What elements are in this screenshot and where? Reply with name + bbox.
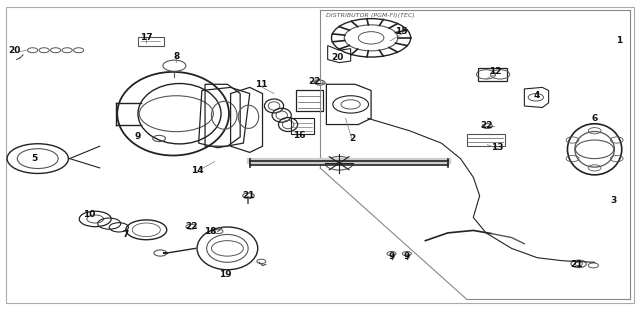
Text: 6: 6 [591,114,598,123]
Text: 20: 20 [332,53,344,63]
Text: 18: 18 [204,227,216,236]
Text: 2: 2 [349,134,355,143]
Text: 9: 9 [388,252,395,261]
Bar [478,68,507,81]
Text: 17: 17 [140,33,152,42]
Text: 7: 7 [122,230,129,239]
Text: 16: 16 [293,131,306,140]
Text: 11: 11 [255,80,268,89]
Bar [291,118,314,134]
Text: 1: 1 [616,36,622,45]
Text: 22: 22 [308,77,321,86]
Text: 3: 3 [611,196,617,205]
Text: 10: 10 [83,210,95,219]
Text: 9: 9 [135,132,141,142]
Text: 5: 5 [31,154,37,163]
Text: 19: 19 [219,270,232,279]
Bar [296,91,323,111]
Bar [138,37,164,46]
Text: 13: 13 [492,143,504,152]
Text: DISTRIBUTOR (PGM-FI)(TEC): DISTRIBUTOR (PGM-FI)(TEC) [326,13,415,18]
Text: 22: 22 [480,121,492,130]
Text: 9: 9 [404,252,410,261]
Text: 22: 22 [185,222,197,231]
Text: 21: 21 [570,260,583,269]
Text: 8: 8 [173,52,179,61]
Text: 20: 20 [8,46,21,55]
Bar [467,134,505,146]
Text: 12: 12 [490,67,502,77]
Text: 14: 14 [191,166,204,175]
Text: 4: 4 [534,91,540,100]
Text: 15: 15 [396,27,408,36]
Text: 21: 21 [242,191,255,200]
